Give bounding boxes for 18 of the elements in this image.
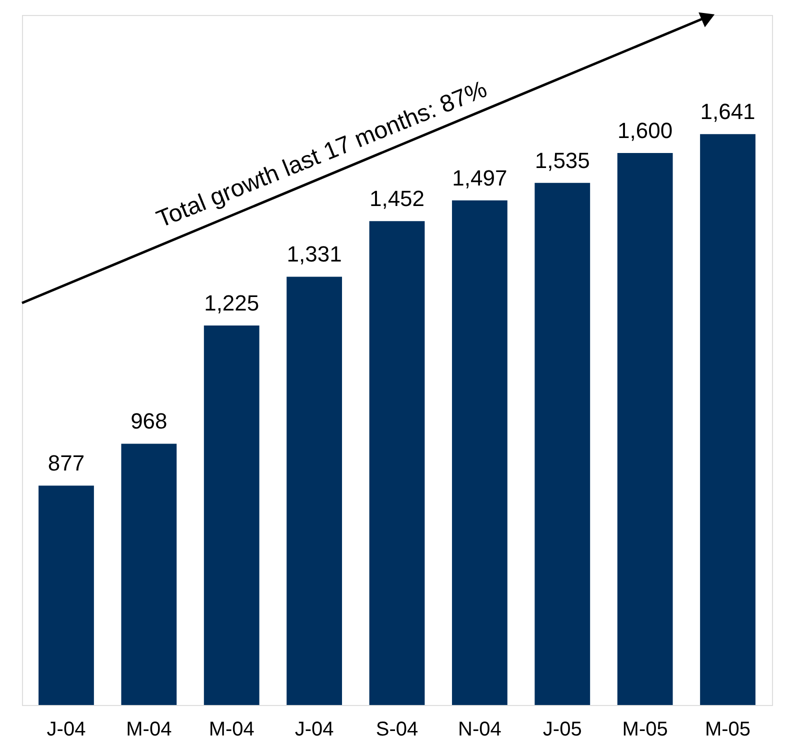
x-tick-label: M-05 (704, 718, 751, 740)
data-label: 1,641 (700, 99, 756, 124)
x-tick-label: M-05 (622, 718, 668, 740)
x-tick-label: J-04 (46, 718, 86, 740)
data-label: 1,535 (534, 148, 590, 173)
data-label: 1,600 (618, 118, 673, 143)
x-tick-label: J-04 (294, 718, 334, 740)
data-label: 968 (130, 408, 168, 434)
data-label: 1,452 (369, 186, 425, 212)
x-tick-label: J-05 (542, 718, 582, 740)
x-tick-label: N-04 (458, 718, 502, 740)
data-label: 1,497 (452, 165, 508, 190)
data-label: 1,331 (286, 242, 342, 267)
data-label: 1,225 (204, 290, 260, 316)
x-tick-label: S-04 (376, 718, 418, 740)
x-tick-label: M-04 (208, 718, 254, 740)
data-label: 877 (48, 450, 85, 476)
x-tick-label: M-04 (126, 718, 172, 740)
